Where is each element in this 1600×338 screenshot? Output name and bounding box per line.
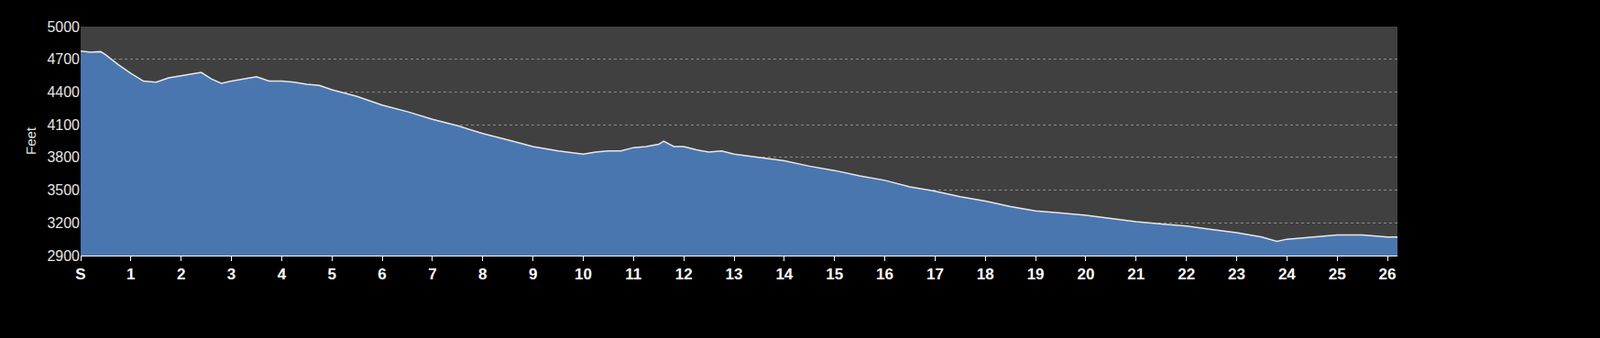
svg-text:4400: 4400 (46, 84, 80, 100)
svg-text:2900: 2900 (46, 248, 80, 264)
svg-text:5000: 5000 (46, 19, 80, 35)
svg-text:2: 2 (176, 265, 186, 284)
svg-text:3: 3 (227, 265, 236, 284)
svg-text:Feet: Feet (22, 126, 39, 155)
svg-text:17: 17 (926, 265, 944, 284)
svg-text:3200: 3200 (46, 215, 80, 231)
svg-text:7: 7 (427, 265, 437, 284)
svg-text:4100: 4100 (46, 117, 80, 133)
svg-text:12: 12 (675, 265, 693, 284)
svg-text:22: 22 (1177, 265, 1195, 284)
svg-text:9: 9 (528, 265, 537, 284)
svg-text:26: 26 (1379, 265, 1397, 284)
svg-text:14: 14 (775, 265, 793, 284)
svg-text:S: S (75, 265, 86, 284)
svg-text:24: 24 (1278, 265, 1296, 284)
svg-text:19: 19 (1027, 265, 1045, 284)
svg-text:23: 23 (1227, 265, 1246, 284)
svg-text:3500: 3500 (46, 182, 80, 198)
svg-text:6: 6 (377, 265, 386, 284)
svg-text:11: 11 (624, 265, 642, 284)
svg-text:4700: 4700 (46, 51, 80, 67)
svg-text:8: 8 (478, 265, 487, 284)
svg-text:13: 13 (725, 265, 744, 284)
svg-text:20: 20 (1076, 265, 1095, 284)
svg-text:1: 1 (126, 265, 135, 284)
svg-text:10: 10 (574, 265, 592, 284)
svg-text:5: 5 (328, 265, 337, 284)
svg-text:4: 4 (277, 265, 287, 284)
svg-text:21: 21 (1127, 265, 1145, 284)
svg-text:15: 15 (825, 265, 844, 284)
svg-text:18: 18 (976, 265, 995, 284)
svg-text:16: 16 (876, 265, 894, 284)
svg-text:3800: 3800 (46, 149, 80, 165)
svg-text:25: 25 (1328, 265, 1347, 284)
